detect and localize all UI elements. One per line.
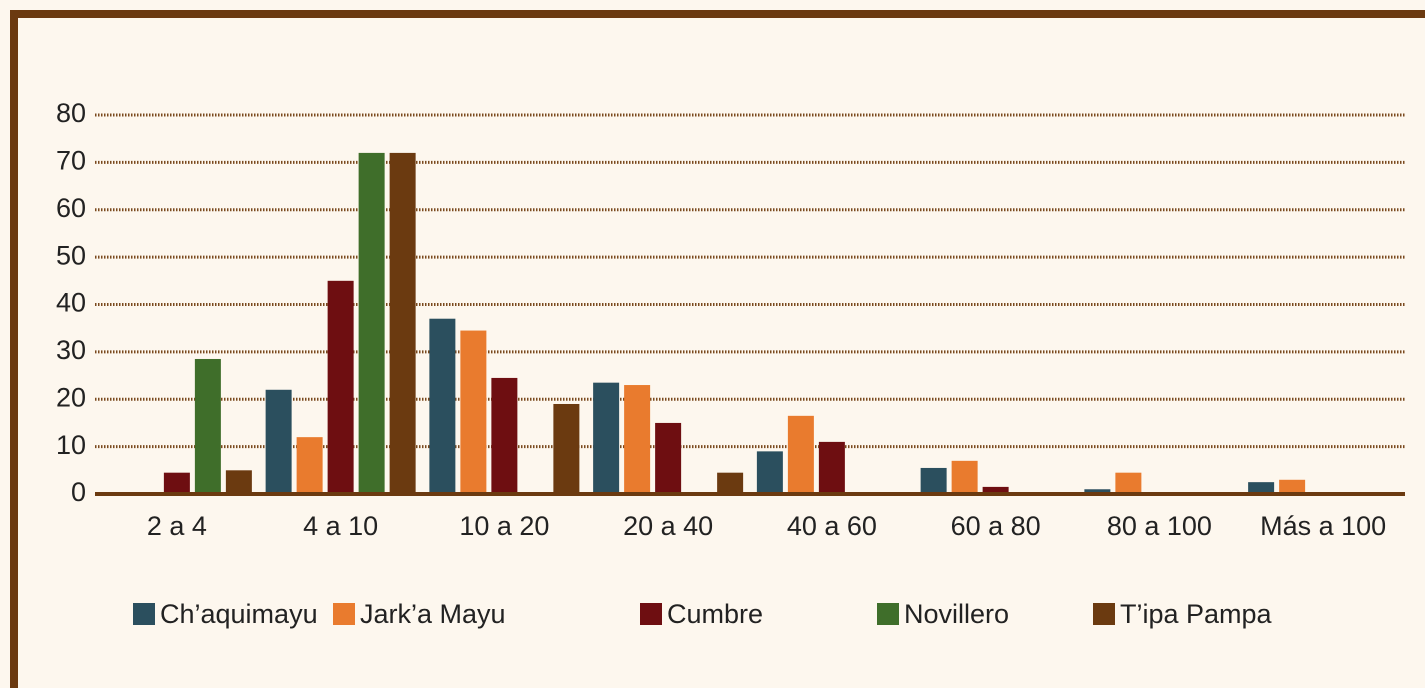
bar — [225, 470, 252, 494]
bar — [491, 377, 518, 494]
y-tick-label: 80 — [56, 98, 86, 128]
legend-swatch — [877, 603, 899, 625]
bar — [194, 358, 221, 494]
bar — [429, 318, 456, 494]
bar — [593, 382, 620, 494]
x-tick-label: 10 a 20 — [459, 511, 549, 541]
bar — [756, 451, 783, 494]
y-tick-label: 50 — [56, 240, 86, 270]
x-tick-label: 40 a 60 — [787, 511, 877, 541]
x-tick-label: 80 a 100 — [1107, 511, 1212, 541]
bar — [460, 330, 487, 494]
y-tick-label: 0 — [71, 477, 86, 507]
x-tick-label: 20 a 40 — [623, 511, 713, 541]
bar — [358, 152, 385, 494]
y-tick-label: 30 — [56, 335, 86, 365]
legend-swatch — [1093, 603, 1115, 625]
bar — [717, 472, 744, 494]
bar — [787, 415, 814, 494]
bar — [920, 467, 947, 494]
x-tick-label: 4 a 10 — [303, 511, 378, 541]
legend-swatch — [333, 603, 355, 625]
bar — [163, 472, 190, 494]
frame-top — [10, 10, 1425, 18]
bar — [1248, 482, 1275, 494]
y-tick-label: 20 — [56, 382, 86, 412]
bar — [1084, 489, 1111, 494]
legend-label: Novillero — [904, 599, 1009, 629]
y-tick-label: 10 — [56, 430, 86, 460]
bar — [951, 460, 978, 494]
y-tick-label: 60 — [56, 193, 86, 223]
x-tick-label: 60 a 80 — [951, 511, 1041, 541]
bar — [655, 422, 682, 494]
bar — [1115, 472, 1142, 494]
x-tick-label: Más a 100 — [1260, 511, 1386, 541]
legend-label: Cumbre — [667, 599, 763, 629]
y-tick-label: 70 — [56, 146, 86, 176]
bar — [327, 280, 354, 494]
bar — [265, 389, 292, 494]
legend-label: Ch’aquimayu — [160, 599, 318, 629]
bar — [1279, 479, 1306, 494]
bar — [818, 441, 845, 494]
legend-label: Jark’a Mayu — [360, 599, 506, 629]
legend-swatch — [133, 603, 155, 625]
frame-left — [10, 10, 18, 688]
bar — [624, 385, 651, 494]
bar — [296, 437, 323, 494]
legend-label: T’ipa Pampa — [1120, 599, 1273, 629]
bar — [982, 486, 1009, 494]
legend-swatch — [640, 603, 662, 625]
x-tick-label: 2 a 4 — [147, 511, 207, 541]
bar — [553, 403, 580, 494]
y-tick-label: 40 — [56, 288, 86, 318]
bar — [389, 152, 416, 494]
